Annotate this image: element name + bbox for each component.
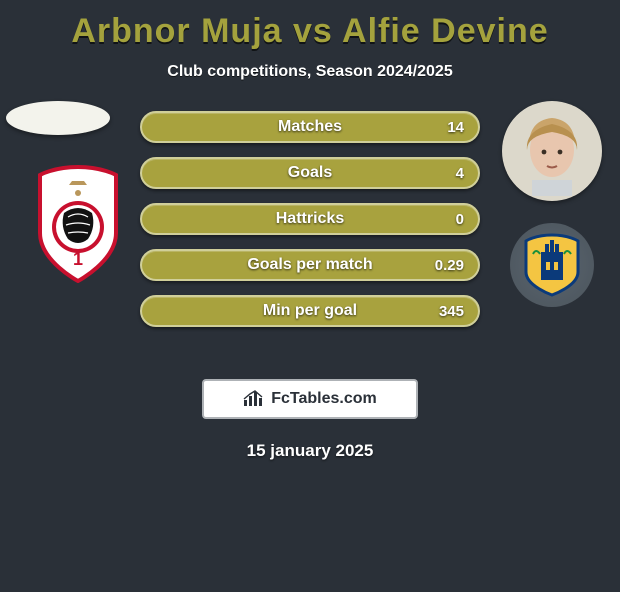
subtitle: Club competitions, Season 2024/2025 — [0, 63, 620, 81]
page-title: Arbnor Muja vs Alfie Devine — [0, 12, 620, 51]
stat-row-goals-per-match: Goals per match 0.29 — [140, 249, 480, 281]
brand-badge: FcTables.com — [202, 379, 418, 419]
stat-right-value: 14 — [447, 119, 464, 136]
player2-name: Alfie Devine — [342, 12, 549, 50]
comparison-panel: 1 — [0, 111, 620, 361]
stat-right-value: 4 — [456, 165, 464, 182]
stat-row-matches: Matches 14 — [140, 111, 480, 143]
right-column — [502, 101, 602, 307]
brand-text: FcTables.com — [271, 390, 377, 408]
left-column: 1 — [6, 101, 126, 288]
stat-label: Goals per match — [142, 256, 478, 274]
stat-row-hattricks: Hattricks 0 — [140, 203, 480, 235]
stat-label: Min per goal — [142, 302, 478, 320]
svg-text:1: 1 — [73, 249, 83, 269]
stat-label: Goals — [142, 164, 478, 182]
arbnor-muja-photo — [6, 101, 110, 135]
westerlo-crest — [510, 223, 594, 307]
player1-name: Arbnor Muja — [71, 12, 282, 50]
stat-label: Hattricks — [142, 210, 478, 228]
stat-row-min-per-goal: Min per goal 345 — [140, 295, 480, 327]
stat-right-value: 0 — [456, 211, 464, 228]
date-text: 15 january 2025 — [0, 441, 620, 461]
stat-row-goals: Goals 4 — [140, 157, 480, 189]
alfie-devine-photo — [502, 101, 602, 201]
stat-right-value: 0.29 — [435, 257, 464, 274]
stat-right-value: 345 — [439, 303, 464, 320]
bar-chart-icon — [243, 390, 265, 408]
stat-label: Matches — [142, 118, 478, 136]
title-vs: vs — [293, 12, 333, 50]
royal-antwerp-crest: 1 — [34, 165, 122, 283]
stat-bars: Matches 14 Goals 4 Hattricks 0 Goals per… — [140, 111, 480, 341]
